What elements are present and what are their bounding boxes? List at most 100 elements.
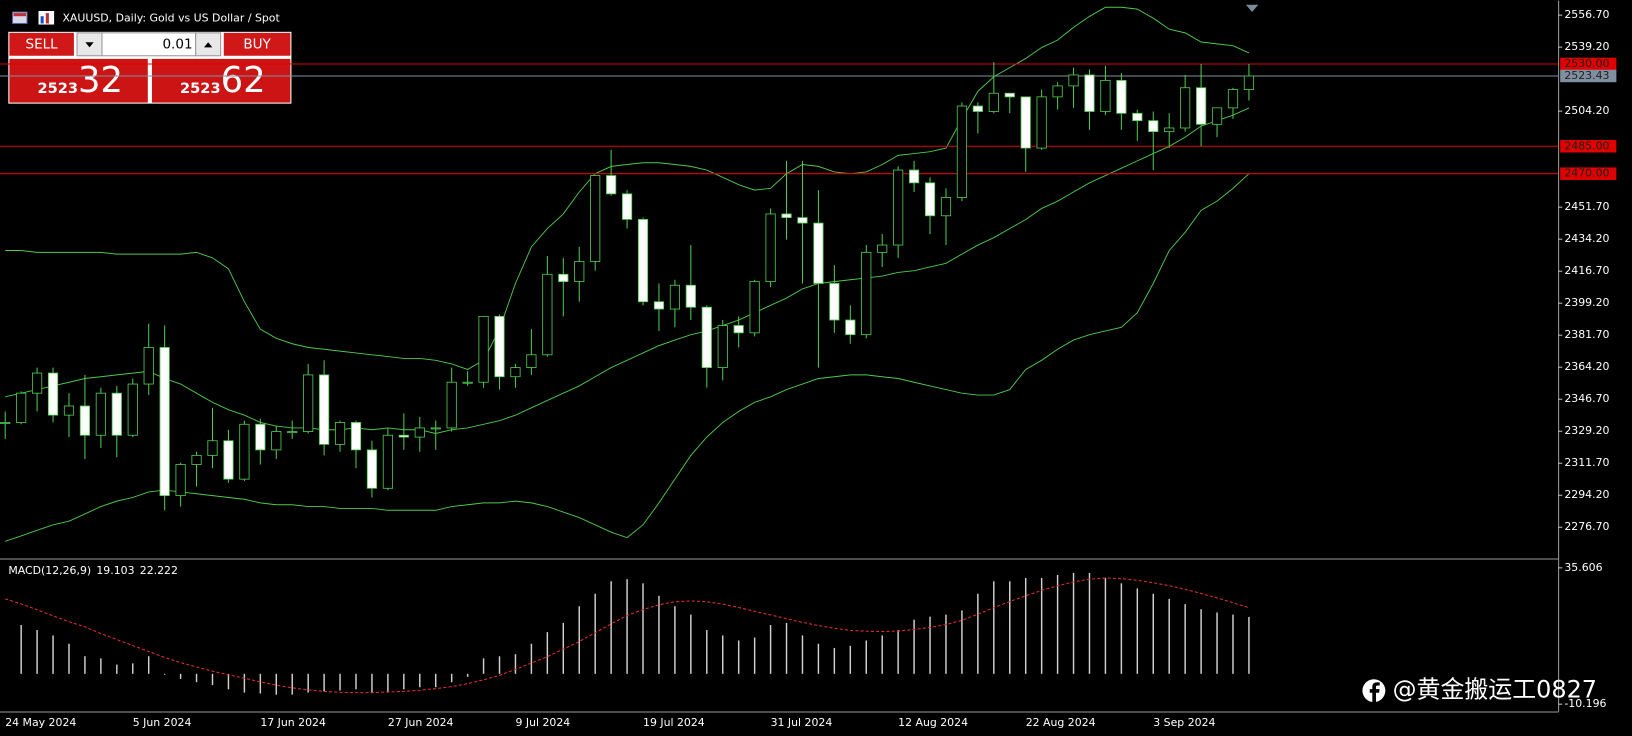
x-tick-label: 9 Jul 2024: [515, 716, 570, 729]
candle-body: [1164, 127, 1175, 133]
candle-body: [79, 405, 91, 436]
candle-body: [1132, 112, 1143, 122]
one-click-trading: SELL 0.01 BUY 2523 32 2523 62: [8, 31, 292, 104]
candle-body: [303, 374, 314, 433]
x-tick-label: 5 Jun 2024: [133, 716, 192, 729]
candle-body: [494, 315, 505, 378]
band-line: [5, 6, 1250, 370]
candle-body: [813, 222, 824, 284]
candle-body: [972, 105, 983, 112]
candle-body: [1020, 96, 1031, 149]
candle-body: [1100, 80, 1111, 112]
buy-pips[interactable]: 62: [221, 60, 266, 101]
price-level-tag: [1560, 140, 1617, 153]
candle-body: [175, 464, 186, 497]
candle-body: [1068, 74, 1079, 87]
x-tick-label: 12 Aug 2024: [898, 716, 968, 729]
band-line: [5, 107, 1250, 434]
buy-label[interactable]: BUY: [243, 36, 271, 52]
candle-body: [877, 244, 888, 253]
x-tick-label: 27 Jun 2024: [388, 716, 454, 729]
chart-icon: [40, 16, 44, 24]
candle-body: [1004, 92, 1015, 98]
shift-marker: [1245, 4, 1259, 13]
candle-body: [861, 251, 872, 336]
fb-glyph: [1369, 682, 1380, 704]
candle-body: [414, 427, 425, 438]
candle-body: [47, 372, 59, 416]
candle-body: [239, 423, 250, 480]
sell-price-box[interactable]: [9, 58, 148, 103]
candle-body: [733, 325, 744, 334]
candle-body: [223, 440, 234, 480]
candle-body: [956, 105, 968, 198]
macd-value: 19.103: [96, 564, 134, 577]
price-level-label: 2485.00: [1564, 139, 1609, 152]
watermark: @黄金搬运工0827: [1362, 676, 1597, 704]
candle-body: [16, 392, 27, 423]
sell-button[interactable]: [9, 32, 74, 56]
candle-body: [271, 431, 282, 451]
arrow: [85, 42, 94, 48]
price-level-label: 2523.43: [1564, 69, 1609, 82]
y-tick-label: 2399.20: [1564, 296, 1609, 309]
candle-body: [829, 283, 840, 321]
candle-body: [749, 281, 760, 334]
sell-pips[interactable]: 32: [78, 60, 123, 101]
candle-body: [893, 169, 904, 246]
candle-body: [207, 440, 218, 456]
x-tick-label: 19 Jul 2024: [643, 716, 705, 729]
candle-body: [127, 383, 138, 436]
y-tick-label: 2294.20: [1564, 488, 1609, 501]
candle-body: [621, 193, 633, 220]
candle-body: [446, 381, 457, 429]
y-tick-label: 2434.20: [1564, 232, 1609, 245]
candle-body: [287, 431, 298, 434]
x-tick-label: 22 Aug 2024: [1026, 716, 1096, 729]
candle-body: [382, 434, 393, 489]
window-title: XAUUSD, Daily: Gold vs US Dollar / Spot: [62, 11, 280, 24]
candle-body: [111, 392, 122, 436]
price-level-tag: [1560, 167, 1617, 180]
window-icon: [11, 11, 28, 25]
y-tick-label: 2556.70: [1564, 8, 1609, 21]
candle-body: [701, 306, 712, 368]
candle-body: [797, 217, 808, 224]
candle-body: [590, 175, 601, 262]
candle-body: [940, 197, 952, 217]
y-tick-label: 2311.70: [1564, 456, 1609, 469]
signal-value: 22.222: [140, 564, 178, 577]
price-level-label: 2530.00: [1564, 57, 1609, 70]
buy-button[interactable]: [223, 32, 291, 56]
candle-body: [478, 315, 489, 383]
lot-value[interactable]: 0.01: [162, 36, 192, 52]
candle-body: [669, 284, 681, 310]
candle-body: [191, 454, 202, 465]
candle-body: [159, 347, 170, 497]
candle-body: [781, 213, 792, 219]
frame: [0, 0, 1560, 713]
y-tick-label: 2364.20: [1564, 360, 1609, 373]
price-level-tag: [1560, 69, 1617, 83]
x-tick-label: 3 Sep 2024: [1153, 716, 1215, 729]
sell-label[interactable]: SELL: [26, 36, 59, 52]
candle-body: [319, 374, 330, 445]
candle-body: [765, 213, 776, 283]
y-tick-label: 2381.70: [1564, 328, 1609, 341]
buy-prefix[interactable]: 2523: [180, 80, 221, 97]
candle-body: [908, 169, 920, 184]
candle-body: [845, 319, 856, 336]
candle-body: [653, 301, 665, 310]
arrow: [204, 42, 213, 48]
price-level-tag: [1560, 57, 1617, 71]
y-tick-label: 2276.70: [1564, 520, 1609, 533]
sell-prefix[interactable]: 2523: [37, 80, 78, 97]
candle-body: [462, 381, 473, 384]
candle-body: [31, 372, 43, 394]
candle-body: [1196, 87, 1207, 125]
candle-body: [526, 354, 537, 368]
candle-body: [350, 422, 362, 451]
buy-price-box[interactable]: [151, 58, 291, 103]
